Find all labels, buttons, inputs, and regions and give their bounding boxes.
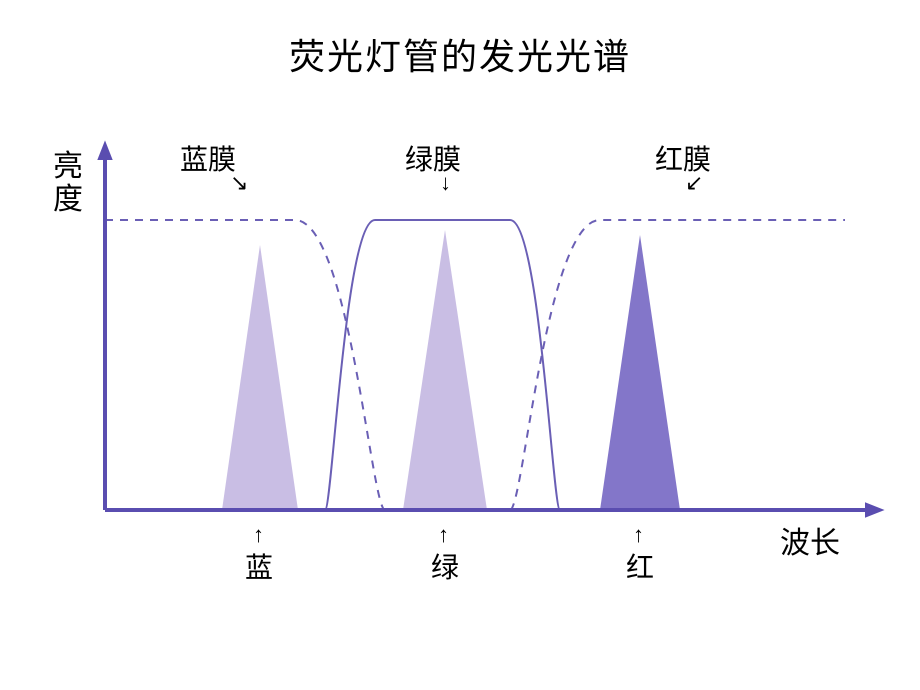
chart-svg bbox=[35, 110, 885, 620]
red-peak-label: 红 bbox=[626, 546, 654, 586]
red-peak bbox=[600, 235, 680, 510]
red-peak-arrow-icon: ↑ bbox=[633, 524, 644, 546]
green-film-label: 绿膜 bbox=[405, 138, 461, 178]
red-film-arrow-icon: ↙ bbox=[685, 172, 703, 194]
chart-title: 荧光灯管的发光光谱 bbox=[0, 28, 920, 80]
green-peak bbox=[403, 230, 487, 510]
green-peak-label: 绿 bbox=[431, 546, 459, 586]
y-axis-label: 亮 度 bbox=[53, 150, 83, 216]
red_film-curve bbox=[510, 220, 845, 510]
green-peak-arrow-icon: ↑ bbox=[438, 524, 449, 546]
blue-film-arrow-icon: ↘ bbox=[230, 172, 248, 194]
blue-film-label: 蓝膜 bbox=[180, 138, 236, 178]
blue-peak-arrow-icon: ↑ bbox=[253, 524, 264, 546]
y-axis-arrow-icon bbox=[97, 140, 112, 160]
green-film-arrow-icon: ↓ bbox=[440, 172, 451, 194]
blue-peak bbox=[222, 245, 298, 510]
x-axis-arrow-icon bbox=[865, 502, 885, 517]
blue-peak-label: 蓝 bbox=[245, 546, 273, 586]
x-axis-label: 波长 bbox=[780, 518, 840, 562]
spectrum-chart: 亮 度 波长 蓝膜 ↘ 绿膜 ↓ 红膜 ↙ ↑ 蓝 ↑ 绿 ↑ 红 bbox=[35, 110, 885, 620]
